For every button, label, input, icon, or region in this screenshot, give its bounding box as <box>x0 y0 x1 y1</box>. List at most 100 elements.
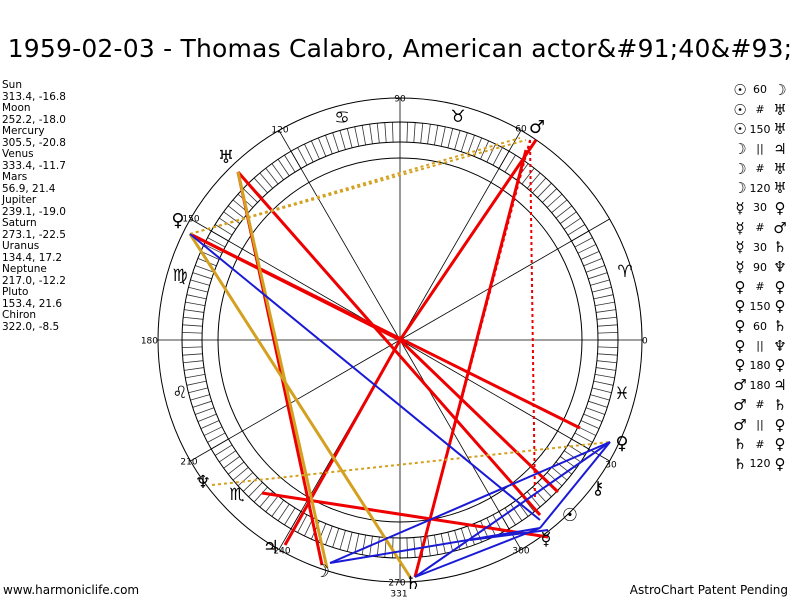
position-value: 252.2, -18.0 <box>2 113 66 126</box>
degree-tick <box>277 503 290 521</box>
degree-tick <box>588 400 608 408</box>
degree-tick <box>551 466 568 481</box>
degree-tick <box>447 128 454 148</box>
aspect-type: # <box>755 103 765 117</box>
aspect-row: ♄ 120 ♀ <box>731 454 789 474</box>
degree-tick <box>195 265 215 273</box>
degree-tick <box>583 413 603 423</box>
degree-tick <box>596 360 617 364</box>
degree-label: 0 <box>642 337 648 347</box>
aspect-planet-glyph: ♄ <box>733 454 747 473</box>
degree-tick <box>559 211 577 224</box>
aspect-planet-glyph: ♀ <box>774 454 786 473</box>
aspect-planet-glyph: ♄ <box>773 317 787 336</box>
degree-tick <box>492 147 503 166</box>
position-name: Uranus <box>2 240 40 252</box>
aspect-line <box>283 339 402 546</box>
position-name: Pluto <box>2 286 29 298</box>
aspect-row: ☉ # ♅ <box>731 100 789 120</box>
aspect-type: 180 <box>749 378 771 392</box>
degree-tick <box>574 432 593 443</box>
degree-tick <box>192 272 212 280</box>
degree-tick <box>325 525 333 545</box>
degree-tick <box>354 126 360 147</box>
aspect-row: ♄ # ♀ <box>731 434 789 454</box>
aspect-line <box>398 338 560 494</box>
degree-tick <box>597 346 618 349</box>
position-value: 313.4, -16.8 <box>2 90 66 103</box>
degree-tick <box>594 301 615 307</box>
aspect-row: ♀ 60 ♄ <box>731 316 789 336</box>
degree-tick <box>563 217 581 230</box>
degree-tick <box>460 132 468 152</box>
degree-tick <box>361 534 367 555</box>
aspect-line <box>398 139 538 341</box>
aspect-planet-glyph: ♅ <box>773 179 787 198</box>
aspect-row: ♂ 180 ♃ <box>731 375 789 395</box>
aspect-planet-glyph: ♅ <box>773 120 787 139</box>
degree-tick <box>203 426 223 436</box>
degree-tick <box>354 533 360 554</box>
aspect-planet-glyph: ♀ <box>734 336 746 355</box>
position-name: Saturn <box>2 217 37 229</box>
aspect-row: ♂ || ♀ <box>731 415 789 435</box>
degree-tick <box>413 122 416 143</box>
degree-tick <box>332 132 340 152</box>
degree-tick <box>590 394 610 401</box>
degree-tick <box>325 135 333 155</box>
aspect-line <box>261 491 549 539</box>
aspect-type: # <box>755 221 765 235</box>
degree-tick <box>361 125 367 146</box>
degree-label: 60 <box>515 125 527 135</box>
aspect-planet-glyph: ♀ <box>774 277 786 296</box>
degree-label: 300 <box>512 547 529 557</box>
degree-tick <box>188 286 208 293</box>
zodiac-sign-glyph: ♉ <box>450 107 465 127</box>
degree-tick <box>277 159 290 177</box>
degree-tick <box>440 126 446 147</box>
saturn-glyph: ♄ <box>405 573 421 594</box>
degree-tick <box>596 316 617 320</box>
position-value: 273.1, -22.5 <box>2 228 66 241</box>
degree-tick <box>346 128 353 148</box>
aspect-planet-glyph: ☉ <box>733 120 747 139</box>
degree-tick <box>310 140 320 160</box>
degree-labels: 0 30 60 90 120 150 180 210 240 270 300 331 <box>141 95 648 600</box>
aspect-row: ☿ # ♂ <box>731 218 789 238</box>
aspect-planet-glyph: ♀ <box>774 198 786 217</box>
degree-tick <box>203 244 223 254</box>
degree-tick <box>339 530 346 550</box>
degree-tick <box>480 140 490 160</box>
degree-tick <box>265 167 279 185</box>
degree-tick <box>284 507 296 526</box>
degree-tick <box>597 324 618 327</box>
degree-tick <box>596 309 616 313</box>
degree-tick <box>182 331 203 334</box>
aspect-planet-glyph: ☽ <box>773 80 787 99</box>
degree-tick <box>182 353 203 356</box>
aspect-planet-glyph: ♀ <box>774 415 786 434</box>
aspect-type: || <box>756 339 764 353</box>
aspect-planet-glyph: ♄ <box>773 238 787 257</box>
aspect-row: ♀ # ♀ <box>731 277 789 297</box>
degree-tick <box>526 172 541 189</box>
aspect-type: 60 <box>753 319 767 333</box>
aspect-type: 120 <box>749 181 771 195</box>
degree-tick <box>406 537 409 558</box>
aspect-planet-glyph: ♄ <box>733 435 747 454</box>
mercury-glyph: ☿ <box>540 529 551 550</box>
degree-tick <box>253 486 268 503</box>
aspect-planet-glyph: ☉ <box>733 100 747 119</box>
aspect-type: 180 <box>749 358 771 372</box>
position-value: 305.5, -20.8 <box>2 136 66 149</box>
aspect-line <box>414 441 611 578</box>
degree-tick <box>376 123 380 144</box>
degree-label: 331 <box>390 590 407 600</box>
degree-tick <box>369 124 373 144</box>
degree-tick <box>504 154 516 173</box>
degree-tick <box>200 420 220 430</box>
degree-tick <box>183 316 204 320</box>
position-value: 239.1, -19.0 <box>2 205 66 218</box>
aspect-type: # <box>755 162 765 176</box>
degree-tick <box>583 257 603 267</box>
